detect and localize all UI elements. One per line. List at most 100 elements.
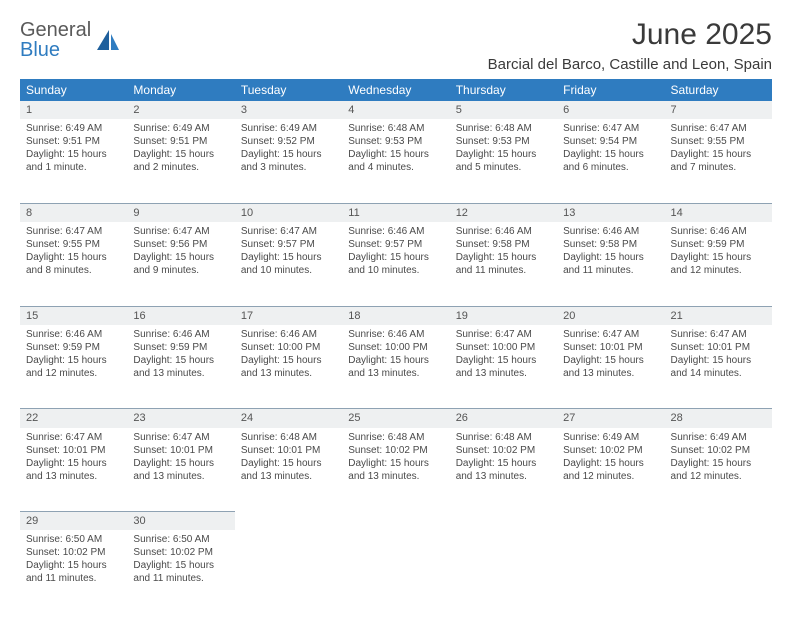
sunset-line: Sunset: 9:52 PM xyxy=(241,135,336,148)
daylight-line: Daylight: 15 hours and 9 minutes. xyxy=(133,251,228,277)
sunrise-line: Sunrise: 6:48 AM xyxy=(348,431,443,444)
calendar-page: General Blue June 2025 Barcial del Barco… xyxy=(0,0,792,632)
sunrise-line: Sunrise: 6:46 AM xyxy=(133,328,228,341)
day-number: 8 xyxy=(20,203,127,222)
day-cell: Sunrise: 6:46 AMSunset: 9:59 PMDaylight:… xyxy=(665,222,772,306)
sunrise-line: Sunrise: 6:46 AM xyxy=(671,225,766,238)
day-cell: Sunrise: 6:47 AMSunset: 9:55 PMDaylight:… xyxy=(20,222,127,306)
weekday-header: Monday xyxy=(127,79,234,101)
day-cell: Sunrise: 6:49 AMSunset: 10:02 PMDaylight… xyxy=(665,428,772,512)
sunset-line: Sunset: 9:53 PM xyxy=(348,135,443,148)
sunset-line: Sunset: 10:02 PM xyxy=(563,444,658,457)
day-cell: Sunrise: 6:46 AMSunset: 9:59 PMDaylight:… xyxy=(20,325,127,409)
sunset-line: Sunset: 9:59 PM xyxy=(133,341,228,354)
day-cell: Sunrise: 6:47 AMSunset: 9:54 PMDaylight:… xyxy=(557,119,664,203)
day-cell: Sunrise: 6:48 AMSunset: 9:53 PMDaylight:… xyxy=(342,119,449,203)
day-number xyxy=(557,512,664,531)
sunrise-line: Sunrise: 6:47 AM xyxy=(26,431,121,444)
daylight-line: Daylight: 15 hours and 11 minutes. xyxy=(563,251,658,277)
sunrise-line: Sunrise: 6:46 AM xyxy=(348,225,443,238)
sunrise-line: Sunrise: 6:46 AM xyxy=(26,328,121,341)
brand-line2: Blue xyxy=(20,40,91,60)
day-number-row: 15161718192021 xyxy=(20,306,772,325)
sunset-line: Sunset: 10:01 PM xyxy=(671,341,766,354)
day-cell: Sunrise: 6:46 AMSunset: 10:00 PMDaylight… xyxy=(342,325,449,409)
day-number xyxy=(450,512,557,531)
calendar-head: SundayMondayTuesdayWednesdayThursdayFrid… xyxy=(20,79,772,101)
sunrise-line: Sunrise: 6:49 AM xyxy=(133,122,228,135)
sunrise-line: Sunrise: 6:46 AM xyxy=(456,225,551,238)
day-number: 12 xyxy=(450,203,557,222)
sunrise-line: Sunrise: 6:49 AM xyxy=(671,431,766,444)
calendar-body: 1234567Sunrise: 6:49 AMSunset: 9:51 PMDa… xyxy=(20,101,772,614)
day-cell: Sunrise: 6:48 AMSunset: 10:02 PMDaylight… xyxy=(450,428,557,512)
daylight-line: Daylight: 15 hours and 12 minutes. xyxy=(26,354,121,380)
sunrise-line: Sunrise: 6:47 AM xyxy=(563,122,658,135)
day-cell xyxy=(235,530,342,614)
location: Barcial del Barco, Castille and Leon, Sp… xyxy=(488,56,772,73)
day-number-row: 22232425262728 xyxy=(20,409,772,428)
day-number: 26 xyxy=(450,409,557,428)
daylight-line: Daylight: 15 hours and 10 minutes. xyxy=(241,251,336,277)
daylight-line: Daylight: 15 hours and 12 minutes. xyxy=(563,457,658,483)
sunset-line: Sunset: 10:00 PM xyxy=(456,341,551,354)
day-cell: Sunrise: 6:50 AMSunset: 10:02 PMDaylight… xyxy=(127,530,234,614)
day-cell: Sunrise: 6:50 AMSunset: 10:02 PMDaylight… xyxy=(20,530,127,614)
brand-logo: General Blue xyxy=(20,20,121,60)
day-body-row: Sunrise: 6:47 AMSunset: 10:01 PMDaylight… xyxy=(20,428,772,512)
sunrise-line: Sunrise: 6:47 AM xyxy=(133,431,228,444)
sunset-line: Sunset: 9:55 PM xyxy=(671,135,766,148)
day-number: 6 xyxy=(557,101,664,119)
sunset-line: Sunset: 9:58 PM xyxy=(563,238,658,251)
sunset-line: Sunset: 10:02 PM xyxy=(348,444,443,457)
day-cell: Sunrise: 6:47 AMSunset: 10:01 PMDaylight… xyxy=(127,428,234,512)
day-cell: Sunrise: 6:46 AMSunset: 9:58 PMDaylight:… xyxy=(450,222,557,306)
day-cell: Sunrise: 6:48 AMSunset: 10:02 PMDaylight… xyxy=(342,428,449,512)
calendar-table: SundayMondayTuesdayWednesdayThursdayFrid… xyxy=(20,79,772,614)
day-number: 5 xyxy=(450,101,557,119)
day-number: 21 xyxy=(665,306,772,325)
day-number: 4 xyxy=(342,101,449,119)
day-number: 9 xyxy=(127,203,234,222)
daylight-line: Daylight: 15 hours and 4 minutes. xyxy=(348,148,443,174)
day-number: 18 xyxy=(342,306,449,325)
day-number: 3 xyxy=(235,101,342,119)
day-cell: Sunrise: 6:46 AMSunset: 9:57 PMDaylight:… xyxy=(342,222,449,306)
day-number: 23 xyxy=(127,409,234,428)
day-body-row: Sunrise: 6:47 AMSunset: 9:55 PMDaylight:… xyxy=(20,222,772,306)
day-number: 27 xyxy=(557,409,664,428)
daylight-line: Daylight: 15 hours and 13 minutes. xyxy=(456,457,551,483)
day-cell xyxy=(342,530,449,614)
sunset-line: Sunset: 10:01 PM xyxy=(563,341,658,354)
sunset-line: Sunset: 9:53 PM xyxy=(456,135,551,148)
day-number: 15 xyxy=(20,306,127,325)
weekday-header: Tuesday xyxy=(235,79,342,101)
sunset-line: Sunset: 10:02 PM xyxy=(456,444,551,457)
sunrise-line: Sunrise: 6:48 AM xyxy=(348,122,443,135)
daylight-line: Daylight: 15 hours and 14 minutes. xyxy=(671,354,766,380)
sunrise-line: Sunrise: 6:48 AM xyxy=(241,431,336,444)
day-number: 29 xyxy=(20,512,127,531)
daylight-line: Daylight: 15 hours and 13 minutes. xyxy=(348,354,443,380)
day-cell: Sunrise: 6:47 AMSunset: 10:00 PMDaylight… xyxy=(450,325,557,409)
day-body-row: Sunrise: 6:46 AMSunset: 9:59 PMDaylight:… xyxy=(20,325,772,409)
daylight-line: Daylight: 15 hours and 11 minutes. xyxy=(26,559,121,585)
sunrise-line: Sunrise: 6:47 AM xyxy=(456,328,551,341)
header: General Blue June 2025 Barcial del Barco… xyxy=(20,18,772,73)
sail-icon xyxy=(95,28,121,54)
day-number: 11 xyxy=(342,203,449,222)
sunset-line: Sunset: 10:01 PM xyxy=(26,444,121,457)
day-number: 7 xyxy=(665,101,772,119)
daylight-line: Daylight: 15 hours and 13 minutes. xyxy=(456,354,551,380)
daylight-line: Daylight: 15 hours and 13 minutes. xyxy=(26,457,121,483)
sunrise-line: Sunrise: 6:46 AM xyxy=(563,225,658,238)
daylight-line: Daylight: 15 hours and 13 minutes. xyxy=(241,457,336,483)
day-cell: Sunrise: 6:46 AMSunset: 10:00 PMDaylight… xyxy=(235,325,342,409)
sunset-line: Sunset: 9:57 PM xyxy=(348,238,443,251)
sunset-line: Sunset: 9:55 PM xyxy=(26,238,121,251)
sunrise-line: Sunrise: 6:50 AM xyxy=(26,533,121,546)
sunset-line: Sunset: 9:59 PM xyxy=(671,238,766,251)
sunrise-line: Sunrise: 6:46 AM xyxy=(348,328,443,341)
day-cell: Sunrise: 6:48 AMSunset: 9:53 PMDaylight:… xyxy=(450,119,557,203)
day-cell: Sunrise: 6:46 AMSunset: 9:58 PMDaylight:… xyxy=(557,222,664,306)
